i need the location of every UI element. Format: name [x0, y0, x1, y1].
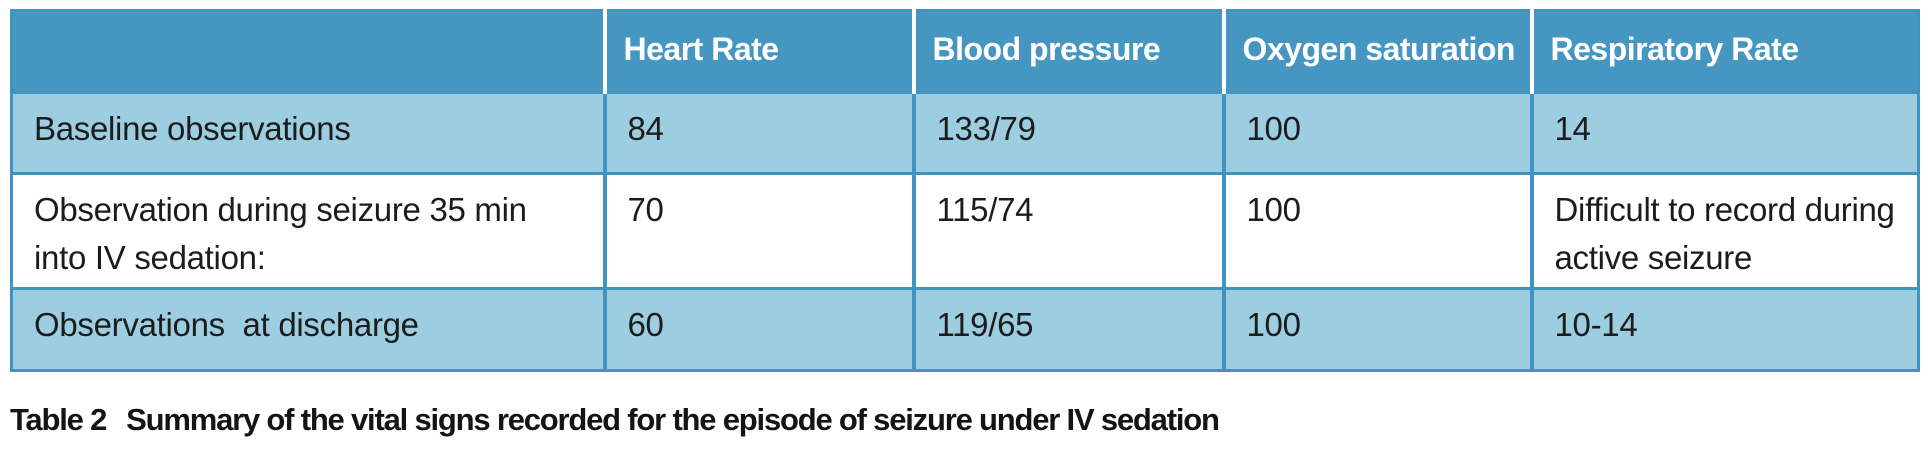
- discharge-blood-pressure-value: 119/65: [911, 287, 1225, 372]
- caption-label: Table 2: [10, 402, 107, 437]
- column-header-empty: [11, 10, 605, 93]
- discharge-heart-rate-value: 60: [602, 287, 915, 372]
- table-row-discharge: Observations at discharge 60 119/65 100 …: [10, 287, 1920, 372]
- seizure-blood-pressure-value: 115/74: [911, 172, 1225, 290]
- header-row: Heart Rate Blood pressure Oxygen saturat…: [11, 10, 1919, 93]
- baseline-respiratory-rate-value: 14: [1529, 91, 1920, 175]
- row-label-discharge: Observations at discharge: [10, 287, 606, 372]
- column-header-oxygen-saturation: Oxygen saturation: [1221, 10, 1532, 93]
- table-row-baseline: Baseline observations 84 133/79 100 14: [10, 91, 1920, 175]
- discharge-respiratory-rate-value: 10-14: [1529, 287, 1920, 372]
- caption-text: Summary of the vital signs recorded for …: [126, 402, 1220, 437]
- table-caption: Table 2 Summary of the vital signs record…: [10, 402, 1220, 438]
- row-label-during-seizure: Observation during seizure 35 min into I…: [10, 172, 606, 290]
- discharge-oxygen-saturation-value: 100: [1221, 287, 1533, 372]
- baseline-oxygen-saturation-value: 100: [1221, 91, 1533, 175]
- column-header-heart-rate: Heart Rate: [602, 10, 914, 93]
- baseline-heart-rate-value: 84: [602, 91, 915, 175]
- seizure-heart-rate-value: 70: [602, 172, 915, 290]
- seizure-respiratory-rate-value: Difficult to record during active seizur…: [1529, 172, 1920, 290]
- seizure-oxygen-saturation-value: 100: [1221, 172, 1533, 290]
- column-header-respiratory-rate: Respiratory Rate: [1529, 10, 1919, 93]
- table-row-during-seizure: Observation during seizure 35 min into I…: [10, 172, 1920, 290]
- baseline-blood-pressure-value: 133/79: [911, 91, 1225, 175]
- vital-signs-table: Heart Rate Blood pressure Oxygen saturat…: [10, 9, 1920, 372]
- column-header-blood-pressure: Blood pressure: [911, 10, 1224, 93]
- row-label-baseline: Baseline observations: [10, 91, 606, 175]
